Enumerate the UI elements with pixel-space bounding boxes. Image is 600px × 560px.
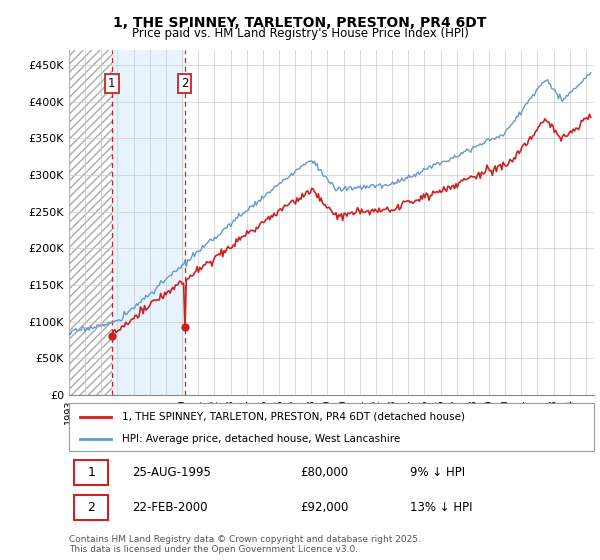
Text: HPI: Average price, detached house, West Lancashire: HPI: Average price, detached house, West…: [121, 434, 400, 444]
Bar: [74, 460, 109, 486]
Text: 13% ↓ HPI: 13% ↓ HPI: [410, 501, 473, 514]
Bar: [112, 50, 184, 395]
Bar: [74, 494, 109, 520]
Text: £92,000: £92,000: [300, 501, 349, 514]
Text: Price paid vs. HM Land Registry's House Price Index (HPI): Price paid vs. HM Land Registry's House …: [131, 27, 469, 40]
Text: 1, THE SPINNEY, TARLETON, PRESTON, PR4 6DT (detached house): 1, THE SPINNEY, TARLETON, PRESTON, PR4 6…: [121, 412, 464, 422]
Text: Contains HM Land Registry data © Crown copyright and database right 2025.
This d: Contains HM Land Registry data © Crown c…: [69, 535, 421, 554]
Text: 2: 2: [181, 77, 188, 90]
Text: 1, THE SPINNEY, TARLETON, PRESTON, PR4 6DT: 1, THE SPINNEY, TARLETON, PRESTON, PR4 6…: [113, 16, 487, 30]
Text: 2: 2: [88, 501, 95, 514]
Bar: [69, 50, 112, 395]
Text: 25-AUG-1995: 25-AUG-1995: [132, 466, 211, 479]
Text: £80,000: £80,000: [300, 466, 348, 479]
Text: 1: 1: [108, 77, 116, 90]
Text: 22-FEB-2000: 22-FEB-2000: [132, 501, 208, 514]
Text: 9% ↓ HPI: 9% ↓ HPI: [410, 466, 466, 479]
Text: 1: 1: [88, 466, 95, 479]
